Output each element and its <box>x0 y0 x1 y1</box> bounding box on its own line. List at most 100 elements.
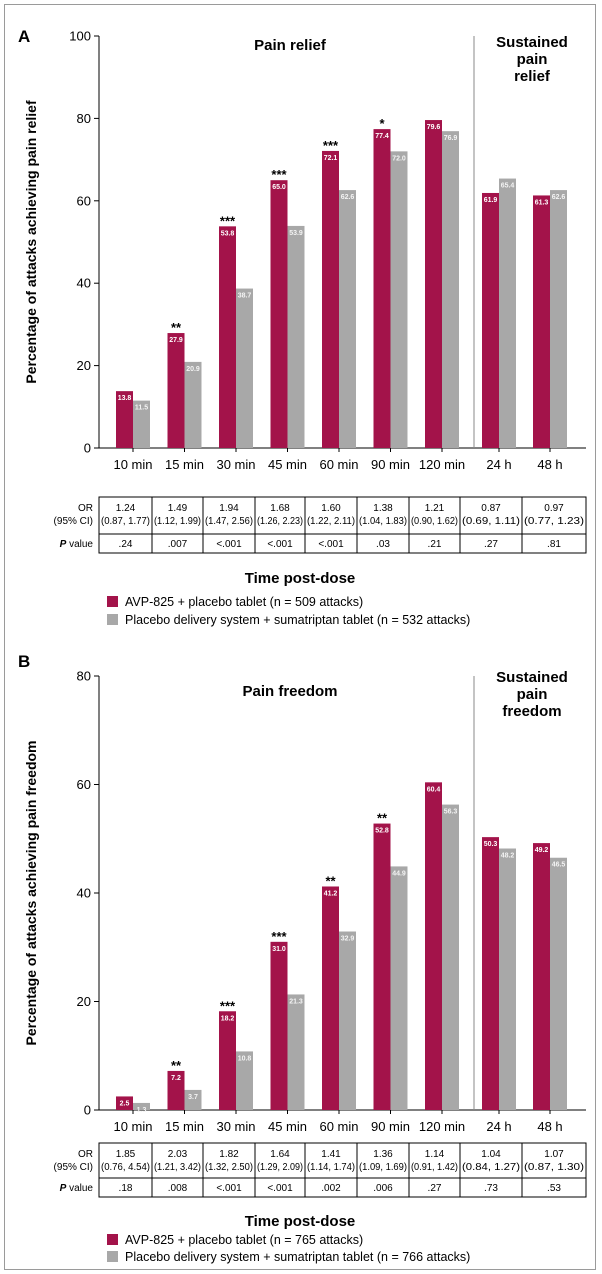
bar-data-label: 2.5 <box>120 1100 130 1107</box>
bar-data-label: 27.9 <box>169 337 183 344</box>
x-tick-label: 10 min <box>113 457 152 472</box>
bar-data-label: 20.9 <box>186 366 200 373</box>
bar-data-label: 62.6 <box>341 194 355 201</box>
table-p-value: .006 <box>373 1183 393 1194</box>
bar-data-label: 41.2 <box>324 890 338 897</box>
bar-data-label: 46.5 <box>552 862 566 869</box>
table-ci-label: (95% CI) <box>54 516 93 527</box>
table-ci-value: (0.91, 1.42) <box>411 1162 458 1173</box>
bar-data-label: 48.2 <box>501 853 515 860</box>
bar-data-label: 53.9 <box>289 230 303 237</box>
section-header-right: Sustained <box>496 669 568 686</box>
x-tick-label: 45 min <box>268 457 307 472</box>
table-ci-value: (0.84, 1.27) <box>462 1162 520 1173</box>
section-header-left: Pain relief <box>254 37 327 54</box>
bar-data-label: 32.9 <box>341 936 355 943</box>
bar-avp <box>373 129 391 448</box>
x-tick-label: 24 h <box>486 1119 511 1134</box>
legend-label: AVP-825 + placebo tablet (n = 765 attack… <box>125 1233 363 1247</box>
table-ci-label: (95% CI) <box>54 1162 93 1173</box>
table-or-value: 1.49 <box>168 503 188 514</box>
x-tick-label: 15 min <box>165 1119 204 1134</box>
bar-avp <box>533 195 550 448</box>
table-ci-value: (1.21, 3.42) <box>154 1162 201 1173</box>
bar-placebo <box>236 1051 253 1110</box>
y-tick-label: 60 <box>77 777 91 792</box>
y-axis-title: Percentage of attacks achieving pain fre… <box>23 741 39 1046</box>
table-or-value: 0.97 <box>544 503 564 514</box>
significance-marker: ** <box>377 811 388 826</box>
bar-avp <box>270 941 288 1110</box>
significance-marker: ** <box>171 320 182 335</box>
table-or-value: 1.36 <box>373 1149 393 1160</box>
table-p-rest: value <box>66 1183 93 1194</box>
panel-letter: A <box>18 27 30 46</box>
bar-placebo <box>236 288 253 448</box>
table-or-value: 2.03 <box>168 1149 188 1160</box>
significance-marker: *** <box>271 167 287 182</box>
bar-avp <box>219 226 236 448</box>
bar-avp <box>482 192 499 448</box>
bar-avp <box>219 1011 236 1110</box>
x-axis-title: Time post-dose <box>245 1213 356 1230</box>
y-tick-label: 0 <box>84 441 91 456</box>
significance-marker: ** <box>171 1058 182 1073</box>
bar-data-label: 7.2 <box>171 1075 181 1082</box>
table-or-value: 1.85 <box>116 1149 136 1160</box>
bar-data-label: 18.2 <box>221 1015 235 1022</box>
bar-placebo <box>499 848 516 1110</box>
bar-data-label: 21.3 <box>289 998 303 1005</box>
y-tick-label: 40 <box>77 886 91 901</box>
x-tick-label: 48 h <box>537 457 562 472</box>
bar-data-label: 62.6 <box>552 194 566 201</box>
y-tick-label: 40 <box>77 276 91 291</box>
legend-swatch-avp <box>107 596 118 607</box>
bar-placebo <box>133 1102 150 1110</box>
table-ci-value: (0.90, 1.62) <box>411 516 458 527</box>
section-header-right: freedom <box>502 703 561 720</box>
bar-avp <box>425 782 442 1110</box>
bar-data-label: 79.6 <box>427 124 441 131</box>
bar-placebo <box>550 857 567 1110</box>
bar-data-label: 11.5 <box>135 405 148 412</box>
table-ci-value: (1.04, 1.83) <box>359 516 407 527</box>
bar-data-label: 65.4 <box>501 183 515 190</box>
bar-data-label: 53.8 <box>221 230 235 237</box>
x-tick-label: 30 min <box>216 457 255 472</box>
significance-marker: *** <box>220 213 236 228</box>
significance-marker: *** <box>271 929 287 944</box>
table-or-value: 1.21 <box>425 503 445 514</box>
bar-avp <box>373 823 391 1110</box>
bar-avp <box>482 837 499 1110</box>
table-p-value: .81 <box>547 539 561 550</box>
bar-data-label: 65.0 <box>272 184 286 191</box>
significance-marker: ** <box>325 873 336 888</box>
bar-placebo <box>339 190 356 448</box>
table-p-value: .24 <box>119 539 133 550</box>
legend-label: Placebo delivery system + sumatriptan ta… <box>125 613 470 627</box>
bar-placebo <box>442 804 459 1110</box>
bar-data-label: 72.1 <box>324 155 338 162</box>
x-tick-label: 90 min <box>371 1119 410 1134</box>
x-axis-title: Time post-dose <box>245 570 356 587</box>
table-ci-value: (1.22, 2.11) <box>307 516 355 527</box>
bar-avp <box>322 150 339 448</box>
table-ci-value: (0.77, 1.23) <box>524 516 584 527</box>
table-p-value: .27 <box>428 1183 442 1194</box>
bar-placebo <box>287 225 305 448</box>
figure-frame <box>4 4 596 1270</box>
table-p-italic: P <box>60 1183 67 1194</box>
bar-placebo <box>184 1089 202 1110</box>
y-tick-label: 100 <box>69 29 91 44</box>
bar-data-label: 61.3 <box>535 199 549 206</box>
table-ci-value: (1.12, 1.99) <box>154 516 201 527</box>
bar-placebo <box>442 131 459 448</box>
bar-avp <box>167 333 185 448</box>
bar-data-label: 72.0 <box>392 155 406 162</box>
y-tick-label: 80 <box>77 111 91 126</box>
table-p-value: <.001 <box>216 1183 242 1194</box>
section-header-right: pain <box>517 51 548 68</box>
legend-label: AVP-825 + placebo tablet (n = 509 attack… <box>125 595 363 609</box>
table-or-value: 1.68 <box>270 503 290 514</box>
